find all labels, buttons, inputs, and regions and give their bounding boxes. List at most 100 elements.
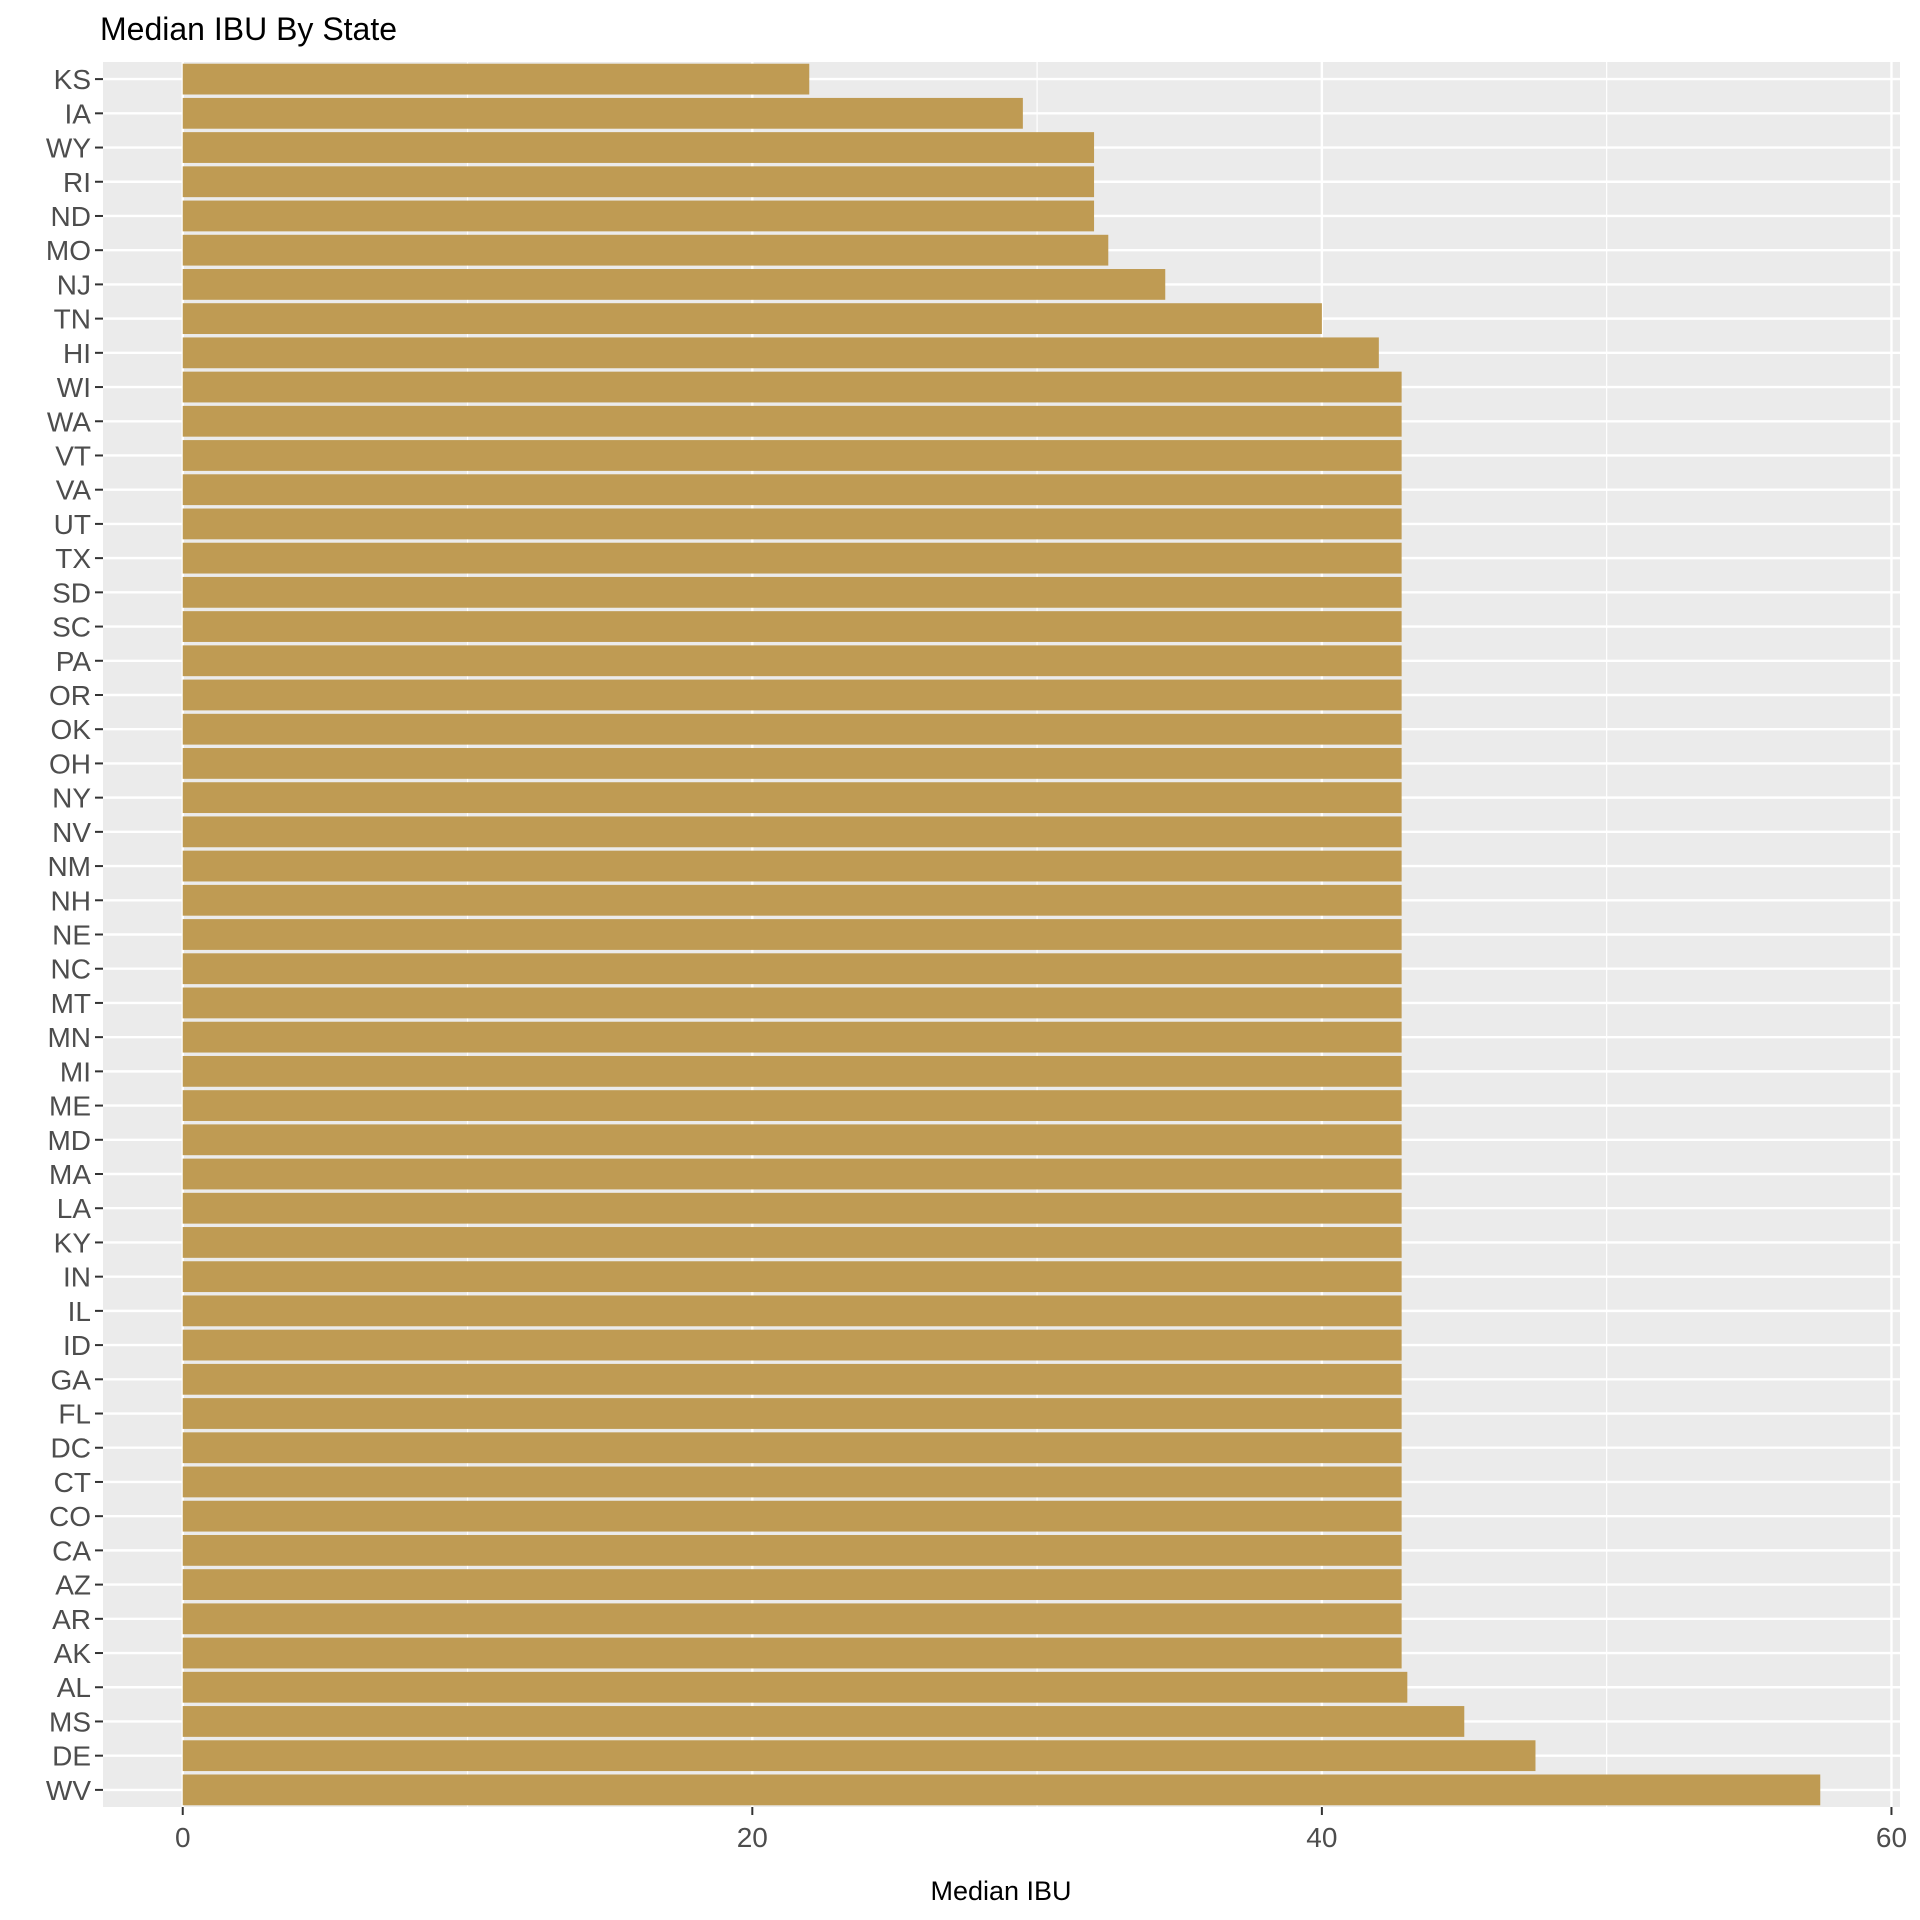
y-tick-label: CO [49,1501,91,1532]
y-tick-label: AK [54,1638,92,1669]
bar-in [182,1261,1402,1293]
bar-oh [182,748,1402,779]
bar-tx [182,542,1402,574]
bar-nc [182,953,1402,985]
bar-ia [182,97,1023,129]
y-tick-label: WY [46,133,91,164]
y-tick-label: TN [54,304,91,335]
bar-al [182,1671,1408,1703]
y-tick-label: IA [65,98,92,129]
bar-wy [182,132,1095,163]
bar-fl [182,1398,1402,1429]
bar-co [182,1500,1402,1532]
y-tick-label: UT [54,509,91,540]
bar-or [182,679,1402,711]
bar-vt [182,440,1402,471]
chart-title: Median IBU By State [100,11,397,47]
bar-ca [182,1534,1402,1566]
bar-mo [182,234,1109,266]
bar-il [182,1295,1402,1327]
bar-sd [182,576,1402,608]
bar-nm [182,850,1402,882]
x-axis: 0 20 40 60 [175,1807,1907,1853]
y-tick-label: TX [55,543,91,574]
y-tick-label: IN [63,1262,91,1293]
y-tick-label: DE [52,1741,91,1772]
bar-mn [182,1021,1402,1053]
bar-ma [182,1158,1402,1190]
y-tick-label: CA [52,1535,91,1566]
x-axis-label: Median IBU [930,1876,1071,1906]
bar-nv [182,816,1402,848]
bar-va [182,474,1402,506]
bar-nh [182,884,1402,916]
y-tick-label: VA [56,475,92,506]
x-tick-label: 40 [1306,1822,1337,1853]
bar-ri [182,166,1095,198]
bar-ne [182,919,1402,950]
bar-hi [182,337,1379,369]
y-tick-label: MT [51,988,91,1019]
y-tick-label: MN [47,1022,91,1053]
bar-ar [182,1603,1402,1635]
bar-ga [182,1363,1402,1395]
y-tick-label: AR [52,1604,91,1635]
y-tick-label: NE [52,920,91,951]
y-tick-label: HI [63,338,91,369]
y-tick-label: NH [51,885,91,916]
y-tick-label: ND [51,201,91,232]
y-tick-label: SC [52,612,91,643]
bar-ks [182,63,810,95]
y-tick-label: OK [51,714,92,745]
bar-la [182,1192,1402,1224]
y-tick-label: MI [60,1056,91,1087]
bar-dc [182,1432,1402,1464]
y-tick-label: OR [49,680,91,711]
bar-wa [182,405,1402,437]
y-tick-label: MS [49,1706,91,1737]
y-tick-label: WV [46,1775,91,1806]
x-tick-label: 60 [1876,1822,1907,1853]
y-tick-label: NC [51,954,91,985]
bar-ky [182,1227,1402,1258]
x-tick-label: 20 [737,1822,768,1853]
y-tick-label: NY [52,783,91,814]
y-tick-label: CT [54,1467,91,1498]
bar-ut [182,508,1402,540]
bar-ak [182,1637,1402,1669]
y-tick-label: NV [52,817,91,848]
bar-id [182,1329,1402,1361]
bar-ny [182,782,1402,814]
bar-md [182,1124,1402,1156]
y-tick-label: WA [47,406,91,437]
bar-mi [182,1055,1402,1087]
y-tick-label: NJ [57,269,91,300]
bar-az [182,1569,1402,1600]
y-tick-label: ME [49,1091,91,1122]
y-tick-label: OH [49,748,91,779]
bar-ms [182,1706,1465,1737]
y-tick-label: NM [47,851,91,882]
bar-wi [182,371,1402,403]
y-tick-label: SD [52,577,91,608]
bar-ok [182,713,1402,745]
y-tick-label: PA [56,646,92,677]
y-tick-label: IL [68,1296,91,1327]
y-tick-label: RI [63,167,91,198]
y-tick-label: KS [54,64,91,95]
y-tick-label: MA [49,1159,91,1190]
bar-me [182,1090,1402,1121]
bar-de [182,1740,1536,1772]
bar-ct [182,1466,1402,1498]
y-tick-label: AL [57,1672,91,1703]
bar-sc [182,611,1402,642]
y-tick-label: WI [57,372,91,403]
bar-pa [182,645,1402,677]
bar-wv [182,1774,1821,1806]
y-tick-label: GA [51,1364,92,1395]
bar-mt [182,987,1402,1019]
bar-nd [182,200,1095,232]
y-tick-label: AZ [55,1570,91,1601]
